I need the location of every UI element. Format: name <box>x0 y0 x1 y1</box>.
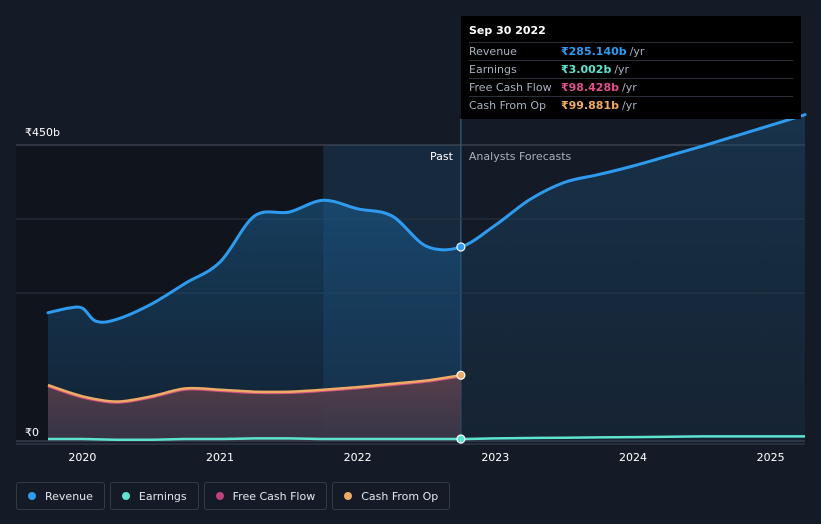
y-axis-label-zero: ₹0 <box>25 426 39 439</box>
x-tick-label: 2025 <box>757 451 785 464</box>
earnings-dot-icon <box>121 492 130 500</box>
past-label: Past <box>430 150 454 163</box>
tooltip-row-revenue: Revenue ₹285.140b /yr <box>469 42 793 60</box>
legend-label: Revenue <box>45 489 93 503</box>
x-tick-label: 2021 <box>206 451 234 464</box>
tooltip-unit: /yr <box>621 81 637 94</box>
tooltip-unit: /yr <box>614 63 630 76</box>
tooltip-value: ₹285.140b <box>561 45 627 58</box>
tooltip-row-free-cash-flow: Free Cash Flow ₹98.428b /yr <box>469 78 793 96</box>
x-tick-label: 2020 <box>68 451 96 464</box>
tooltip-label: Free Cash Flow <box>469 81 552 94</box>
legend-label: Earnings <box>138 489 187 503</box>
tooltip-unit: /yr <box>629 45 645 58</box>
legend-item-earnings[interactable]: Earnings <box>109 482 199 510</box>
tooltip: Sep 30 2022 Revenue ₹285.140b /yr Earnin… <box>461 16 801 119</box>
free-cash-flow-area <box>48 376 461 441</box>
revenue-dot-icon <box>28 492 36 500</box>
tooltip-row-earnings: Earnings ₹3.002b /yr <box>469 60 793 78</box>
tooltip-value: ₹99.881b <box>561 99 619 112</box>
x-tick-label: 2023 <box>481 451 509 464</box>
tooltip-date: Sep 30 2022 <box>469 24 546 37</box>
tooltip-value: ₹98.428b <box>561 81 619 94</box>
legend-item-revenue[interactable]: Revenue <box>16 482 105 510</box>
tooltip-value: ₹3.002b <box>561 63 612 76</box>
revenue-area-forecast <box>460 114 805 441</box>
tooltip-unit: /yr <box>621 99 637 112</box>
tooltip-label: Earnings <box>469 63 517 76</box>
earnings-marker <box>456 434 466 444</box>
revenue-area-past <box>48 200 461 441</box>
cash-from-op-dot-icon <box>344 492 353 500</box>
y-axis-label-top: ₹450b <box>25 126 60 139</box>
x-tick-label: 2022 <box>344 451 372 464</box>
free-cash-flow-line <box>47 375 462 404</box>
forecast-label: Analysts Forecasts <box>469 150 572 163</box>
cash-from-op-marker <box>456 370 466 380</box>
legend-label: Free Cash Flow <box>232 489 316 503</box>
earnings-line <box>47 435 805 442</box>
legend-item-free-cash-flow[interactable]: Free Cash Flow <box>203 482 328 510</box>
legend-item-cash-from-op[interactable]: Cash From Op <box>332 482 451 510</box>
revenue-marker <box>456 242 466 252</box>
x-tick-label: 2024 <box>619 451 647 464</box>
tooltip-row-cash-from-op: Cash From Op ₹99.881b /yr <box>469 96 793 114</box>
revenue-line <box>46 113 807 324</box>
tooltip-label: Revenue <box>469 45 517 58</box>
free-cash-flow-dot-icon <box>215 492 224 500</box>
cash-from-op-line <box>47 373 462 403</box>
legend-label: Cash From Op <box>361 489 439 503</box>
legend: Revenue Earnings Free Cash Flow Cash Fro… <box>16 482 451 510</box>
tooltip-label: Cash From Op <box>469 99 547 112</box>
